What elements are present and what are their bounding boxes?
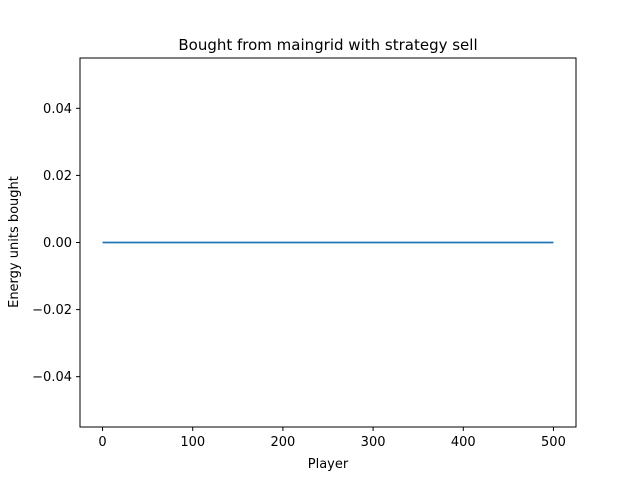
chart-title: Bought from maingrid with strategy sell (178, 36, 477, 54)
y-tick-label: −0.02 (32, 303, 72, 318)
y-tick-label: 0.00 (43, 236, 72, 251)
x-axis-label: Player (308, 457, 349, 472)
y-axis-label: Energy units bought (7, 176, 22, 308)
x-tick-label: 300 (361, 435, 386, 450)
x-tick-label: 500 (541, 435, 566, 450)
y-axis-ticks: −0.04 −0.02 0.00 0.02 0.04 (32, 102, 80, 385)
y-tick-label: 0.02 (43, 169, 72, 184)
x-tick-label: 100 (180, 435, 205, 450)
x-tick-label: 200 (270, 435, 295, 450)
x-tick-label: 400 (451, 435, 476, 450)
y-tick-label: −0.04 (32, 370, 72, 385)
y-tick-label: 0.04 (43, 102, 72, 117)
x-tick-label: 0 (98, 435, 106, 450)
x-axis-ticks: 0 100 200 300 400 500 (98, 427, 566, 450)
